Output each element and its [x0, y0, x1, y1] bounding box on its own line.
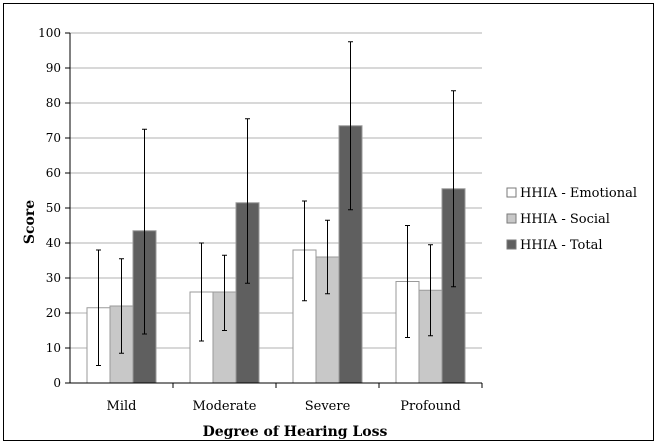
legend-swatch: [506, 239, 517, 250]
y-tick-label: 20: [46, 306, 61, 320]
legend: HHIA - Emotional HHIA - Social HHIA - Tota…: [506, 186, 637, 253]
x-axis-categories: Mild Moderate Severe Profound: [107, 399, 461, 414]
error-bars: [96, 41, 456, 366]
legend-swatch: [506, 187, 517, 198]
x-category-label: Mild: [107, 399, 137, 414]
x-category-label: Profound: [400, 399, 461, 414]
y-tick-label: 80: [46, 96, 61, 110]
legend-swatch: [506, 213, 517, 224]
legend-entry: HHIA - Total: [520, 238, 602, 253]
x-category-label: Severe: [305, 399, 351, 414]
y-tick-label: 40: [46, 236, 61, 250]
y-tick-label: 70: [46, 131, 61, 145]
y-tick-label: 90: [46, 61, 61, 75]
y-tick-label: 60: [46, 166, 61, 180]
bars: [86, 125, 466, 384]
axes: [69, 33, 483, 388]
x-axis-title: Degree of Hearing Loss: [203, 424, 388, 440]
y-tick-label: 50: [46, 201, 61, 215]
y-tick-label: 100: [38, 26, 61, 40]
y-tick-label: 10: [46, 341, 61, 355]
legend-entry: HHIA - Emotional: [520, 186, 637, 201]
y-axis-title: Score: [22, 200, 38, 244]
legend-entry: HHIA - Social: [520, 212, 610, 227]
y-tick-label: 0: [53, 376, 61, 390]
y-axis-ticks: 0 10 20 30 40 50 60 70 80 90 100: [38, 26, 70, 390]
y-tick-label: 30: [46, 271, 61, 285]
x-category-label: Moderate: [192, 399, 256, 414]
